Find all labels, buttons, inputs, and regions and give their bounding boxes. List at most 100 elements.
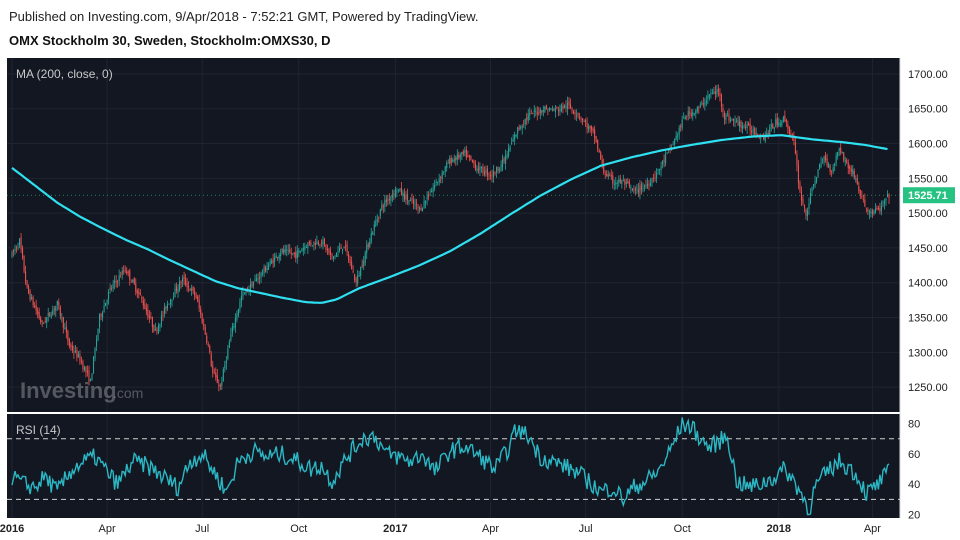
candle-body xyxy=(459,155,461,158)
candle-body xyxy=(841,152,843,153)
candle-body xyxy=(850,168,852,173)
candle-body xyxy=(58,301,60,306)
candle-body xyxy=(835,155,837,164)
last-price-badge xyxy=(903,187,955,204)
candle-body xyxy=(763,135,765,140)
candle-body xyxy=(473,160,475,165)
candle-body xyxy=(556,107,558,109)
candle-body xyxy=(885,198,887,201)
candle-body xyxy=(301,250,303,252)
candle-body xyxy=(675,135,677,140)
candle-body xyxy=(50,315,52,318)
candle-body xyxy=(649,183,652,187)
candle-body xyxy=(382,206,384,208)
candle-body xyxy=(826,158,828,166)
candle-body xyxy=(488,174,490,176)
candle-body xyxy=(332,256,335,259)
candle-body xyxy=(399,188,401,191)
price-tick-label: 1650.00 xyxy=(908,104,948,116)
candle-body xyxy=(618,179,620,183)
candle-body xyxy=(776,117,778,125)
candle-body xyxy=(471,159,473,163)
candle-body xyxy=(625,181,627,184)
candle-body xyxy=(652,178,655,180)
candle-body xyxy=(719,92,721,96)
candle-body xyxy=(311,245,313,246)
x-tick-label: 2018 xyxy=(767,523,791,535)
candle-body xyxy=(743,125,745,127)
candle-body xyxy=(701,102,703,104)
candle-body xyxy=(52,309,54,315)
candle-body xyxy=(305,247,307,248)
candle-body xyxy=(100,314,102,317)
candle-body xyxy=(437,181,439,183)
candle-body xyxy=(71,345,73,351)
candle-body xyxy=(403,193,405,200)
candle-body xyxy=(257,278,259,280)
candle-body xyxy=(877,207,879,210)
candle-body xyxy=(562,106,564,110)
candle-body xyxy=(102,312,104,318)
candle-body xyxy=(883,201,886,204)
candle-body xyxy=(331,255,333,257)
ma-indicator-label: MA (200, close, 0) xyxy=(16,67,113,81)
candle-body xyxy=(212,365,214,373)
candle-body xyxy=(345,245,347,247)
candle-body xyxy=(598,150,600,153)
instrument-title: OMX Stockholm 30, Sweden, Stockholm:OMXS… xyxy=(9,33,331,48)
candle-body xyxy=(420,208,422,211)
candle-body xyxy=(162,314,164,316)
candle-body xyxy=(124,269,126,271)
candle-body xyxy=(607,174,609,177)
candle-body xyxy=(136,290,138,294)
candle-body xyxy=(526,117,528,120)
candle-body xyxy=(260,272,262,278)
candle-body xyxy=(299,251,301,252)
candle-body xyxy=(197,296,199,301)
candle-body xyxy=(375,221,377,227)
candle-body xyxy=(563,104,566,108)
candle-body xyxy=(189,289,191,291)
candle-body xyxy=(779,123,781,125)
candle-body xyxy=(218,384,220,386)
candle-body xyxy=(861,196,863,198)
candle-body xyxy=(325,244,327,250)
candle-body xyxy=(35,305,37,311)
candle-body xyxy=(339,247,341,251)
candle-body xyxy=(843,152,845,161)
candle-body xyxy=(624,179,626,185)
candle-body xyxy=(514,134,516,140)
candle-body xyxy=(240,295,242,302)
candle-body xyxy=(485,170,487,173)
x-tick-label: Apr xyxy=(99,523,116,535)
candle-body xyxy=(239,301,241,310)
candle-body xyxy=(343,246,345,249)
candle-body xyxy=(86,371,89,373)
candle-body xyxy=(874,208,876,213)
candle-body xyxy=(115,280,117,282)
candle-body xyxy=(346,244,348,253)
candle-body xyxy=(770,124,772,127)
candle-body xyxy=(853,171,855,179)
candle-body xyxy=(782,117,784,122)
candle-body xyxy=(568,101,570,106)
candle-body xyxy=(831,171,833,173)
candle-body xyxy=(674,139,676,145)
candle-body xyxy=(444,166,446,172)
candle-body xyxy=(148,315,150,319)
candle-body xyxy=(156,330,158,332)
candle-body xyxy=(576,115,578,117)
candle-body xyxy=(888,194,890,198)
candle-body xyxy=(610,175,612,177)
candle-body xyxy=(151,317,153,327)
candle-body xyxy=(259,277,261,279)
candle-body xyxy=(819,165,821,169)
candle-body xyxy=(275,255,277,259)
candle-body xyxy=(337,250,339,252)
candle-body xyxy=(237,309,239,316)
candle-body xyxy=(716,89,718,95)
candle-body xyxy=(105,302,107,307)
candle-body xyxy=(222,369,224,382)
candle-body xyxy=(659,168,661,170)
